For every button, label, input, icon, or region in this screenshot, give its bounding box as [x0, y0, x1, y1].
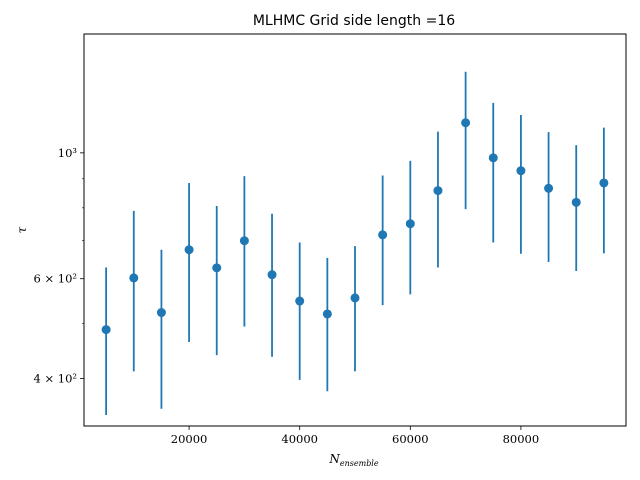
x-tick-label: 20000: [171, 432, 208, 446]
data-point: [488, 153, 498, 163]
x-axis-label-subscript: ensemble: [340, 459, 379, 468]
data-point: [350, 293, 360, 303]
data-point: [295, 296, 305, 306]
y-tick-label: 10³: [58, 146, 78, 160]
data-point: [129, 273, 139, 283]
x-axis-label: Nensemble: [328, 452, 378, 468]
data-point: [433, 186, 443, 196]
data-point: [461, 118, 471, 128]
data-point: [544, 183, 554, 193]
data-point: [239, 236, 249, 246]
data-point: [156, 308, 166, 318]
y-tick-label: 4 × 10²: [33, 372, 77, 386]
y-axis-label: τ: [15, 226, 29, 233]
data-point: [516, 166, 526, 176]
data-marks: [101, 71, 609, 416]
plot-frame: [83, 33, 627, 427]
x-tick-label: 80000: [503, 432, 540, 446]
x-axis-label-main: N: [328, 452, 340, 466]
data-point: [101, 325, 111, 335]
data-point: [599, 178, 609, 188]
y-tick-label: 6 × 10²: [33, 272, 77, 286]
x-tick-label: 60000: [392, 432, 429, 446]
data-point: [184, 245, 194, 255]
data-point: [571, 197, 581, 207]
data-point: [267, 270, 277, 280]
data-point: [322, 309, 332, 319]
data-point: [378, 230, 388, 240]
x-tick-label: 40000: [281, 432, 318, 446]
axis-ticks: 20000 40000 60000 80000 4 × 10² 6 × 10² 10³: [33, 146, 539, 446]
data-point: [212, 263, 222, 273]
data-point: [405, 219, 415, 229]
chart-title: MLHMC Grid side length =16: [253, 13, 455, 29]
